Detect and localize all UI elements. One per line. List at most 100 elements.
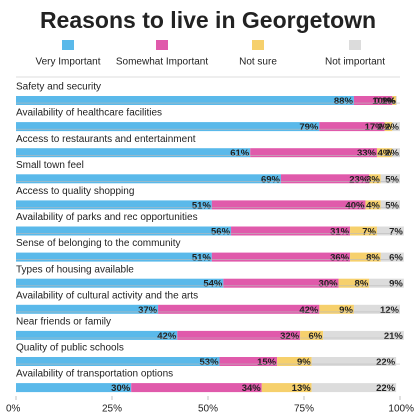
bar-segment	[16, 330, 178, 340]
bar-segment	[323, 330, 404, 340]
value-label: 3%	[366, 174, 380, 185]
value-label: 0.2%	[374, 96, 396, 107]
bar-segment	[311, 357, 397, 366]
bar-segment	[211, 200, 366, 210]
bar-segment	[16, 278, 224, 288]
bar-segment	[319, 304, 354, 314]
bar-segment	[177, 330, 301, 340]
legend-swatch	[252, 40, 264, 50]
category-label: Near friends or family	[16, 317, 111, 328]
value-label: 34%	[242, 383, 262, 394]
category-label: Availability of healthcare facilities	[16, 108, 162, 119]
value-label: 32%	[280, 331, 300, 342]
x-tick-label: 0%	[6, 404, 21, 415]
value-label: 7%	[362, 227, 376, 238]
category-label: Availability of parks and rec opportunit…	[16, 212, 198, 223]
bar-segment	[384, 122, 393, 132]
value-label: 8%	[355, 279, 369, 290]
legend-swatch	[349, 40, 361, 50]
bar-segment	[380, 174, 400, 184]
bar-segment	[369, 174, 381, 184]
value-label: 30%	[319, 279, 339, 290]
legend-label: Not sure	[239, 57, 277, 68]
value-label: 33%	[357, 148, 377, 159]
bar-segment	[280, 174, 370, 184]
x-tick-label: 25%	[102, 404, 122, 415]
value-label: 6%	[389, 253, 403, 264]
value-label: 21%	[384, 331, 404, 342]
category-label: Availability of cultural activity and th…	[16, 290, 198, 301]
value-label: 79%	[299, 122, 319, 133]
value-label: 17%	[365, 122, 385, 133]
value-label: 15%	[257, 357, 277, 368]
bar-segment	[338, 278, 370, 288]
bar-segment	[392, 122, 400, 132]
bar-segment	[16, 226, 232, 236]
bar-segment	[131, 383, 262, 393]
bar-segment	[380, 200, 400, 210]
value-label: 2%	[385, 122, 399, 133]
value-label: 51%	[192, 200, 212, 211]
legend-swatch	[156, 40, 168, 50]
value-label: 40%	[345, 200, 365, 211]
bar-segment	[16, 304, 159, 314]
value-label: 9%	[339, 305, 353, 316]
value-label: 6%	[308, 331, 322, 342]
value-label: 36%	[330, 253, 350, 264]
bar-segment	[376, 148, 393, 158]
bar-segment	[16, 357, 220, 366]
value-label: 31%	[330, 227, 350, 238]
bar-segment	[353, 96, 393, 105]
value-label: 54%	[203, 279, 223, 290]
legend-swatch	[62, 40, 74, 50]
category-label: Small town feel	[16, 160, 84, 171]
value-label: 51%	[192, 253, 212, 264]
value-label: 5%	[385, 174, 399, 185]
x-tick-label: 50%	[198, 404, 218, 415]
category-label: Safety and security	[16, 82, 101, 93]
bar-segment	[300, 330, 324, 340]
value-label: 42%	[299, 305, 319, 316]
bar-segment	[16, 383, 132, 393]
bar-segment	[223, 278, 339, 288]
bar-segment	[392, 96, 397, 105]
value-label: 10%	[372, 96, 392, 107]
value-label: 56%	[211, 227, 231, 238]
value-label: 30%	[111, 383, 131, 394]
value-label: 42%	[157, 331, 177, 342]
bar-segment	[350, 226, 377, 236]
bar-segment	[350, 252, 381, 262]
bar-segment	[16, 122, 320, 132]
value-label: 88%	[334, 96, 354, 107]
bar-segment	[380, 252, 404, 262]
value-label: 9%	[389, 279, 403, 290]
value-label: 69%	[261, 174, 281, 185]
legend-label: Very Important	[35, 57, 100, 68]
bar-segment	[219, 357, 278, 366]
category-label: Access to restaurants and entertainment	[16, 134, 196, 145]
value-label: 2%	[385, 148, 399, 159]
category-label: Types of housing available	[16, 264, 134, 275]
category-label: Sense of belonging to the community	[16, 238, 181, 249]
value-label: 7%	[389, 227, 403, 238]
value-label: 5%	[385, 200, 399, 211]
legend-label: Somewhat Important	[116, 57, 208, 68]
x-tick-label: 75%	[294, 404, 314, 415]
value-label: 1%	[381, 96, 395, 107]
value-label: 4%	[366, 200, 380, 211]
value-label: 8%	[366, 253, 380, 264]
bar-segment	[261, 383, 312, 393]
value-label: 61%	[230, 148, 250, 159]
bar-segment	[16, 252, 212, 262]
bar-segment	[16, 148, 251, 158]
bar-segment	[369, 278, 404, 288]
legend-label: Not important	[325, 57, 385, 68]
bar-segment	[365, 200, 381, 210]
bar-segment	[158, 304, 320, 314]
value-label: 12%	[380, 305, 400, 316]
value-label: 53%	[200, 357, 220, 368]
category-label: Quality of public schools	[16, 343, 124, 354]
bar-segment	[16, 200, 212, 210]
value-label: 22%	[376, 383, 396, 394]
